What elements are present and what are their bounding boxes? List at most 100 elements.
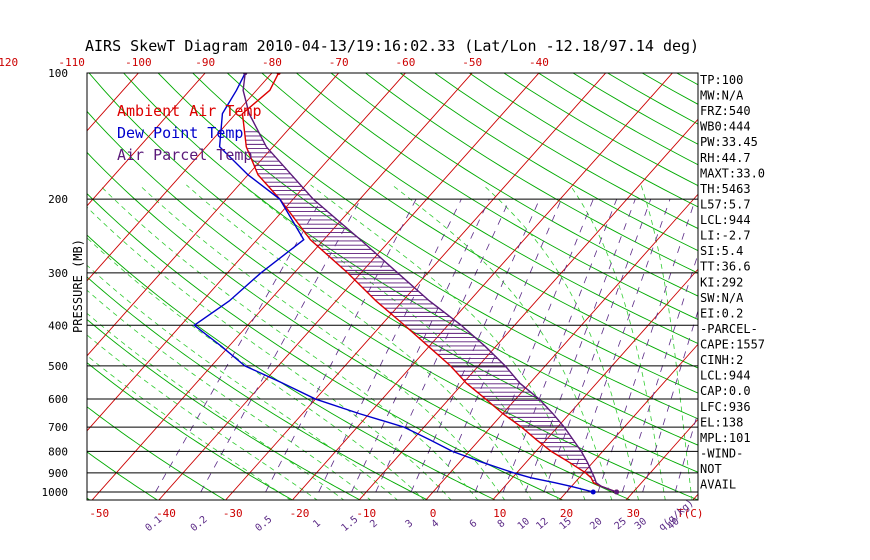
index-line: SI:5.4 bbox=[700, 244, 743, 258]
moist-adiabat-line bbox=[242, 184, 559, 500]
x-axis-label: T(C) bbox=[677, 507, 704, 520]
pressure-tick-label: 500 bbox=[48, 360, 68, 373]
dry-adiabat-line bbox=[87, 406, 226, 500]
pressure-tick-label: 1000 bbox=[42, 486, 69, 499]
pressure-tick-label: 600 bbox=[48, 393, 68, 406]
index-line: LCL:944 bbox=[700, 369, 751, 383]
dry-adiabat-line bbox=[87, 151, 632, 500]
background-lines bbox=[0, 64, 870, 501]
moist-adiabat-line bbox=[482, 184, 639, 500]
isotherm-line bbox=[87, 73, 206, 207]
top-temperature-tick: -70 bbox=[329, 56, 349, 69]
isotherm-line bbox=[87, 73, 340, 357]
index-line: -PARCEL- bbox=[700, 322, 758, 336]
bottom-temperature-tick: 0 bbox=[430, 507, 437, 520]
top-temperature-tick: -60 bbox=[395, 56, 415, 69]
mixing-ratio-tick: 2 bbox=[368, 518, 380, 530]
bottom-temperature-tick: 30 bbox=[627, 507, 640, 520]
mixing-ratio-line bbox=[474, 198, 594, 493]
isotherm-line bbox=[492, 268, 698, 500]
index-line: CAP:0.0 bbox=[700, 384, 751, 398]
moist-adiabat-line bbox=[87, 289, 372, 500]
index-line: LI:-2.7 bbox=[700, 229, 751, 243]
index-line: LFC:936 bbox=[700, 400, 751, 414]
mixing-ratio-line bbox=[375, 198, 511, 493]
moist-adiabat-line bbox=[87, 264, 399, 500]
plot-frame bbox=[86, 72, 699, 501]
index-line: NOT bbox=[700, 462, 722, 476]
isotherm-line bbox=[425, 193, 698, 500]
mixing-ratio-tick: 6 bbox=[468, 518, 480, 530]
mixing-ratio-line bbox=[318, 198, 462, 493]
index-line: KI:292 bbox=[700, 275, 743, 289]
top-temperature-tick: -100 bbox=[125, 56, 152, 69]
index-line: TP:100 bbox=[700, 73, 743, 87]
bottom-temperature-tick: -40 bbox=[156, 507, 176, 520]
mixing-ratio-line bbox=[502, 198, 618, 493]
top-temperature-tick: -40 bbox=[529, 56, 549, 69]
moist-adiabat-line bbox=[87, 355, 292, 500]
dry-adiabat-line bbox=[87, 362, 294, 500]
legend: Ambient Air Temp Dew Point Temp Air Parcel… bbox=[117, 102, 262, 164]
mixing-ratio-tick: 1 bbox=[311, 518, 323, 530]
mixing-ratio-line bbox=[525, 198, 636, 493]
moist-adiabat-line bbox=[640, 184, 693, 500]
bottom-temperature-tick: 20 bbox=[560, 507, 573, 520]
dry-adiabat-line bbox=[330, 73, 698, 297]
dry-adiabat-line bbox=[87, 192, 564, 500]
dry-adiabat-line bbox=[87, 234, 497, 500]
dry-adiabat-line bbox=[87, 110, 698, 500]
index-line: PW:33.45 bbox=[700, 135, 758, 149]
index-line: LCL:944 bbox=[700, 213, 751, 227]
dry-adiabat-line bbox=[503, 73, 698, 187]
bottom-temperature-tick: -20 bbox=[290, 507, 310, 520]
top-temperature-tick: -80 bbox=[262, 56, 282, 69]
index-line: TT:36.6 bbox=[700, 260, 751, 274]
profile-line-1 bbox=[241, 73, 617, 493]
isotherm-line bbox=[291, 73, 674, 500]
chart-title: AIRS SkewT Diagram 2010-04-13/19:16:02.3… bbox=[85, 37, 699, 55]
isotherm-line bbox=[0, 64, 13, 501]
index-line: -WIND- bbox=[700, 446, 743, 460]
dry-adiabat-line bbox=[0, 73, 23, 501]
legend-entry: Air Parcel Temp bbox=[117, 146, 252, 164]
mixing-ratio-tick: 12 bbox=[534, 516, 550, 532]
surface-point bbox=[590, 489, 596, 495]
dry-adiabat-line bbox=[434, 73, 698, 230]
mixing-ratio-tick: 20 bbox=[588, 516, 604, 532]
moist-adiabat-line bbox=[99, 184, 479, 500]
index-line: RH:44.7 bbox=[700, 151, 751, 165]
dry-adiabat-line bbox=[87, 451, 159, 500]
index-line: EL:138 bbox=[700, 415, 743, 429]
mixing-ratio-tick: 0.2 bbox=[189, 514, 210, 534]
moist-adiabat-line bbox=[310, 184, 586, 500]
isotherm-line bbox=[225, 73, 607, 500]
dry-adiabat-line bbox=[780, 73, 870, 501]
pressure-tick-label: 100 bbox=[48, 67, 68, 80]
bottom-temperature-tick: -50 bbox=[89, 507, 109, 520]
index-line: AVAIL bbox=[700, 478, 736, 492]
dry-adiabat-line bbox=[157, 73, 698, 420]
index-line: L57:5.7 bbox=[700, 197, 751, 211]
index-line: MW:N/A bbox=[700, 89, 744, 103]
bottom-temperature-tick: 10 bbox=[493, 507, 506, 520]
moist-adiabat-line bbox=[569, 184, 666, 500]
moist-adiabat-line bbox=[87, 334, 318, 500]
moist-adiabat-line bbox=[139, 184, 506, 500]
isotherm-line bbox=[358, 118, 698, 500]
mixing-ratio-tick: 4 bbox=[430, 518, 442, 530]
legend-entry: Ambient Air Temp bbox=[117, 102, 262, 120]
dry-adiabat-line bbox=[399, 73, 698, 252]
surface-point bbox=[614, 489, 620, 495]
profile-line-2 bbox=[193, 73, 594, 493]
isotherm-line bbox=[759, 64, 870, 501]
moist-adiabat-line bbox=[186, 184, 532, 500]
dry-adiabat-line bbox=[226, 73, 698, 369]
index-line: TH:5463 bbox=[700, 182, 751, 196]
index-line: WB0:444 bbox=[700, 120, 751, 134]
dry-adiabat-line bbox=[192, 73, 698, 394]
index-line: CINH:2 bbox=[700, 353, 743, 367]
dry-adiabat-line bbox=[123, 73, 698, 446]
